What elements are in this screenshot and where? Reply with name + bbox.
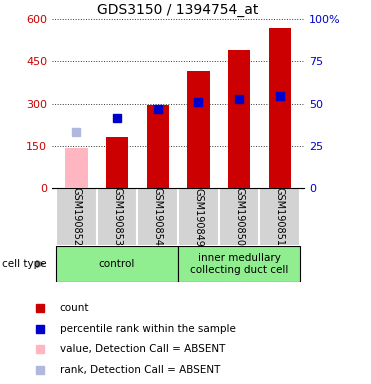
Bar bbox=[187, 71, 210, 188]
Text: count: count bbox=[60, 303, 89, 313]
Text: GSM190851: GSM190851 bbox=[275, 187, 285, 247]
Text: inner medullary
collecting duct cell: inner medullary collecting duct cell bbox=[190, 253, 288, 275]
Title: GDS3150 / 1394754_at: GDS3150 / 1394754_at bbox=[98, 3, 259, 17]
Bar bbox=[106, 137, 128, 188]
Text: GSM190852: GSM190852 bbox=[71, 187, 81, 247]
Text: GSM190854: GSM190854 bbox=[153, 187, 163, 247]
Bar bbox=[56, 188, 97, 246]
Bar bbox=[269, 28, 291, 188]
Bar bbox=[259, 188, 300, 246]
Text: percentile rank within the sample: percentile rank within the sample bbox=[60, 324, 236, 334]
Bar bbox=[137, 188, 178, 246]
Text: GSM190849: GSM190849 bbox=[193, 187, 203, 247]
Text: cell type: cell type bbox=[2, 259, 46, 269]
Text: GSM190853: GSM190853 bbox=[112, 187, 122, 247]
Bar bbox=[219, 188, 259, 246]
Bar bbox=[56, 246, 178, 282]
Bar bbox=[97, 188, 137, 246]
Text: GSM190850: GSM190850 bbox=[234, 187, 244, 247]
Bar bbox=[65, 148, 88, 188]
Text: control: control bbox=[99, 259, 135, 269]
Text: rank, Detection Call = ABSENT: rank, Detection Call = ABSENT bbox=[60, 365, 220, 375]
Bar bbox=[178, 188, 219, 246]
Bar bbox=[147, 105, 169, 188]
Bar bbox=[228, 50, 250, 188]
Bar bbox=[178, 246, 300, 282]
Text: value, Detection Call = ABSENT: value, Detection Call = ABSENT bbox=[60, 344, 225, 354]
